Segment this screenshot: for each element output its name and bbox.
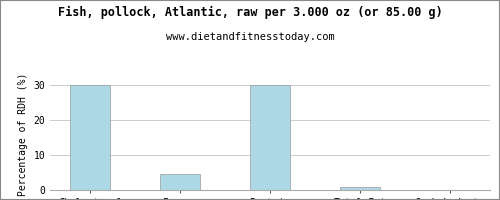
Y-axis label: Percentage of RDH (%): Percentage of RDH (%) [18, 72, 28, 196]
Text: www.dietandfitnesstoday.com: www.dietandfitnesstoday.com [166, 32, 334, 42]
Text: Fish, pollock, Atlantic, raw per 3.000 oz (or 85.00 g): Fish, pollock, Atlantic, raw per 3.000 o… [58, 6, 442, 19]
Bar [160, 174, 200, 190]
Bar [340, 186, 380, 190]
Bar [250, 85, 290, 190]
Bar [70, 85, 110, 190]
